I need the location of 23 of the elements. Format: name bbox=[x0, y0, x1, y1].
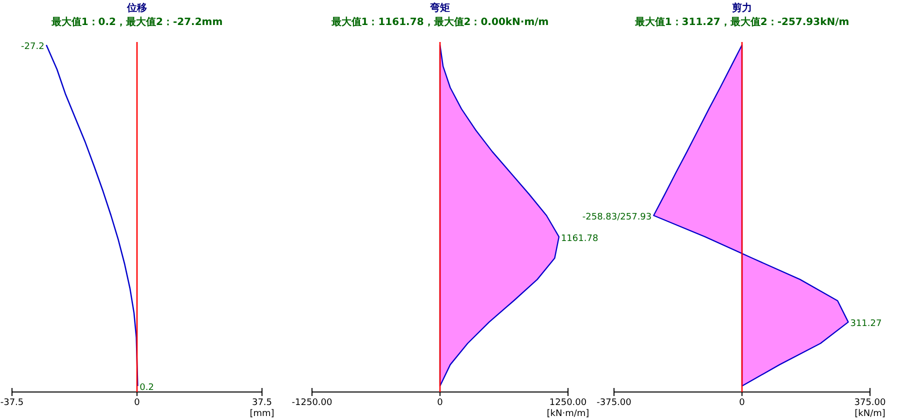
x-tick-label: 37.5 bbox=[252, 398, 272, 408]
chart-title: 位移 bbox=[126, 2, 147, 14]
data-label: -258.83/257.93 bbox=[582, 212, 652, 222]
data-label: 311.27 bbox=[850, 319, 882, 330]
data-label: -27.2 bbox=[21, 42, 44, 52]
x-tick-label: 375.00 bbox=[854, 398, 886, 408]
x-tick-label: 0 bbox=[739, 398, 746, 408]
chart-subtitle: 最大值1：0.2，最大值2：-27.2mm bbox=[50, 16, 223, 28]
x-tick-label: 0 bbox=[134, 398, 140, 408]
x-tick-label: 0 bbox=[437, 398, 444, 408]
x-tick-label: -1250.00 bbox=[292, 398, 333, 408]
chart-title: 剪力 bbox=[732, 2, 752, 14]
data-label: 1161.78 bbox=[560, 234, 598, 244]
x-axis-title: [kN·m/m] bbox=[546, 409, 590, 419]
x-tick-label: 1250.00 bbox=[549, 398, 587, 408]
data-label: 0.2 bbox=[140, 383, 154, 393]
chart-subtitle: 最大值1：311.27，最大值2：-257.93kN/m bbox=[634, 16, 850, 28]
x-axis-title: [kN/m] bbox=[854, 409, 886, 419]
x-tick-label: -375.00 bbox=[596, 398, 632, 408]
chart-title: 弯矩 bbox=[429, 2, 450, 14]
x-axis-title: [mm] bbox=[250, 409, 274, 419]
chart-subtitle: 最大值1：1161.78，最大值2：0.00kN·m/m bbox=[330, 16, 549, 28]
x-tick-label: -37.5 bbox=[0, 398, 24, 408]
